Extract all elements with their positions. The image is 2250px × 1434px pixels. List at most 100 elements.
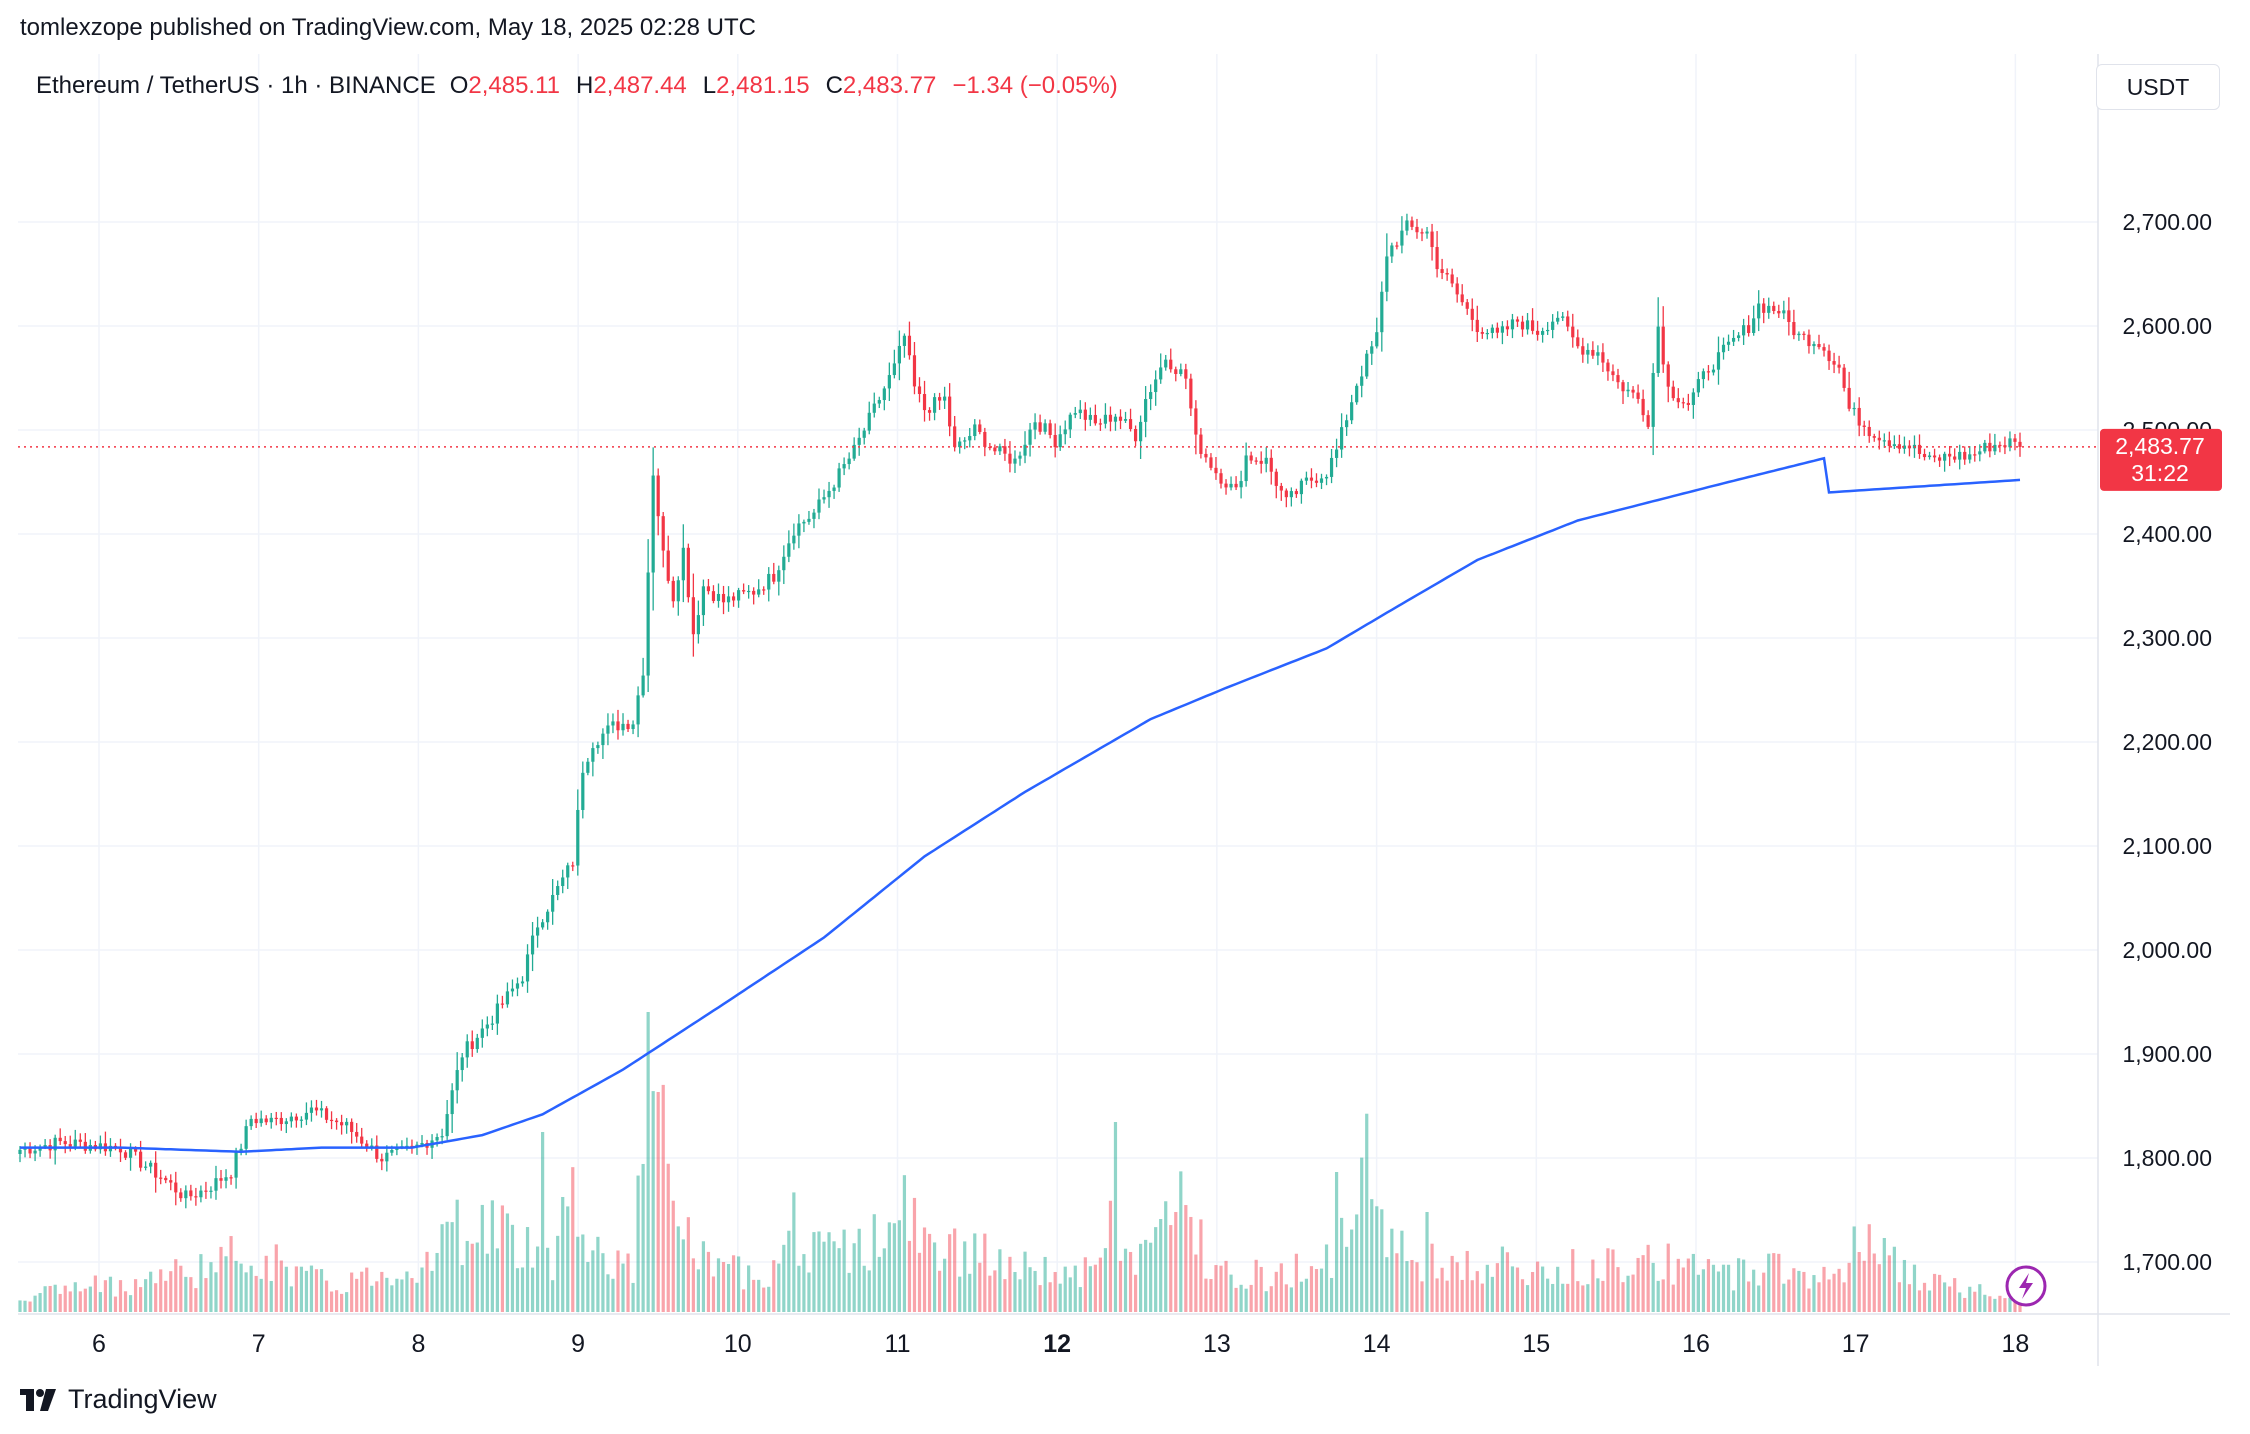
candle-body <box>224 1177 228 1181</box>
volume-bar <box>1817 1282 1821 1312</box>
candle-body <box>1375 332 1379 347</box>
candle-body <box>1586 349 1590 355</box>
volume-bar <box>329 1291 334 1312</box>
volume-bar <box>1118 1260 1123 1312</box>
volume-bar <box>1068 1277 1072 1312</box>
volume-bar <box>1892 1246 1896 1312</box>
volume-bar <box>797 1265 801 1312</box>
volume-bar <box>621 1263 625 1312</box>
candle-body <box>1194 408 1198 435</box>
volume-bar <box>1993 1298 1997 1312</box>
candle-body <box>1887 440 1891 447</box>
candle-body <box>1159 367 1163 380</box>
volume-bar <box>154 1283 158 1312</box>
price-tick-label: 2,100.00 <box>2122 833 2212 859</box>
price-axis[interactable]: 1,700.00 1,800.00 1,900.00 2,000.00 2,100.00… <box>2122 209 2212 1275</box>
volume-bar <box>234 1260 238 1312</box>
time-tick-label: 8 <box>411 1330 425 1358</box>
price-tick-label: 2,700.00 <box>2122 209 2212 235</box>
candle-body <box>1862 425 1866 427</box>
candle-body <box>1028 429 1032 445</box>
candle-body <box>847 458 851 465</box>
volume-bar <box>581 1234 585 1312</box>
candle-body <box>1696 379 1700 393</box>
candle-body <box>862 430 866 438</box>
volume-bar <box>1505 1252 1510 1312</box>
candle-body <box>1606 362 1610 372</box>
volume-bar <box>1912 1264 1917 1312</box>
volume-bar <box>993 1270 997 1312</box>
candle-body <box>515 983 520 989</box>
volume-bar <box>1410 1259 1414 1312</box>
volume-bar <box>108 1276 113 1312</box>
volume-bar <box>862 1265 866 1312</box>
candle-body <box>1405 220 1409 231</box>
time-tick-label: 13 <box>1203 1330 1231 1358</box>
volume-bar <box>1716 1271 1721 1312</box>
volume-bar <box>606 1274 610 1312</box>
tradingview-brand[interactable]: TradingView <box>20 1384 217 1415</box>
volume-bar <box>360 1271 364 1312</box>
candle-body <box>445 1114 449 1137</box>
candle-body <box>1420 232 1424 234</box>
candle-body <box>596 745 600 749</box>
candle-body <box>1324 476 1329 479</box>
volume-bar <box>1209 1279 1213 1312</box>
candle-body <box>1948 453 1952 457</box>
candle-body <box>415 1144 419 1147</box>
volume-bars <box>18 1012 2022 1312</box>
candle-body <box>736 590 741 601</box>
volume-bar <box>978 1262 982 1312</box>
candle-body <box>1309 477 1314 481</box>
candle-body <box>1631 389 1635 393</box>
volume-bar <box>1249 1284 1253 1312</box>
volume-bar <box>802 1254 806 1312</box>
candle-body <box>1520 321 1525 330</box>
volume-bar <box>1294 1253 1298 1312</box>
volume-bar <box>1063 1266 1067 1312</box>
volume-bar <box>1219 1265 1223 1312</box>
candle-body <box>1380 291 1384 333</box>
candle-body <box>1118 416 1123 421</box>
candle-body <box>1008 453 1012 464</box>
candle-body <box>993 447 997 452</box>
volume-bar <box>370 1285 374 1312</box>
candle-body <box>1546 329 1550 332</box>
volume-bar <box>139 1287 143 1312</box>
volume-bar <box>93 1275 97 1312</box>
volume-bar <box>43 1286 47 1312</box>
volume-bar <box>1606 1248 1610 1312</box>
candle-body <box>1953 456 1957 460</box>
candle-body <box>2008 438 2012 448</box>
volume-bar <box>405 1271 409 1312</box>
candle-body <box>1978 451 1982 455</box>
candle-body <box>646 572 650 676</box>
volume-bar <box>1747 1281 1751 1312</box>
candle-body <box>752 590 756 595</box>
volume-bar <box>1787 1279 1791 1312</box>
volume-bar <box>1571 1249 1575 1312</box>
volume-bar <box>742 1289 746 1312</box>
time-axis[interactable]: 6 7 8 9 10 11 12 13 14 15 16 17 18 <box>92 1330 2029 1358</box>
volume-bar <box>1189 1216 1193 1312</box>
time-tick-label: 9 <box>571 1330 585 1358</box>
lightning-icon[interactable] <box>2005 1265 2047 1307</box>
candle-body <box>1485 332 1489 335</box>
candle-body <box>1279 485 1283 491</box>
candle-body <box>1068 414 1072 430</box>
volume-bar <box>1917 1290 1922 1312</box>
volume-bar <box>1877 1264 1881 1312</box>
volume-bar <box>1304 1278 1309 1312</box>
currency-button[interactable]: USDT <box>2096 64 2220 110</box>
candle-body <box>1706 371 1711 373</box>
symbol-title[interactable]: Ethereum / TetherUS · 1h · BINANCE <box>36 72 436 99</box>
candle-body <box>294 1116 298 1121</box>
candle-body <box>902 335 907 346</box>
candle-body <box>1535 330 1540 335</box>
candle-body <box>219 1178 223 1181</box>
volume-bar <box>787 1230 791 1312</box>
volume-bar <box>943 1258 947 1312</box>
volume-bar <box>194 1288 198 1312</box>
volume-bar <box>1902 1259 1907 1312</box>
